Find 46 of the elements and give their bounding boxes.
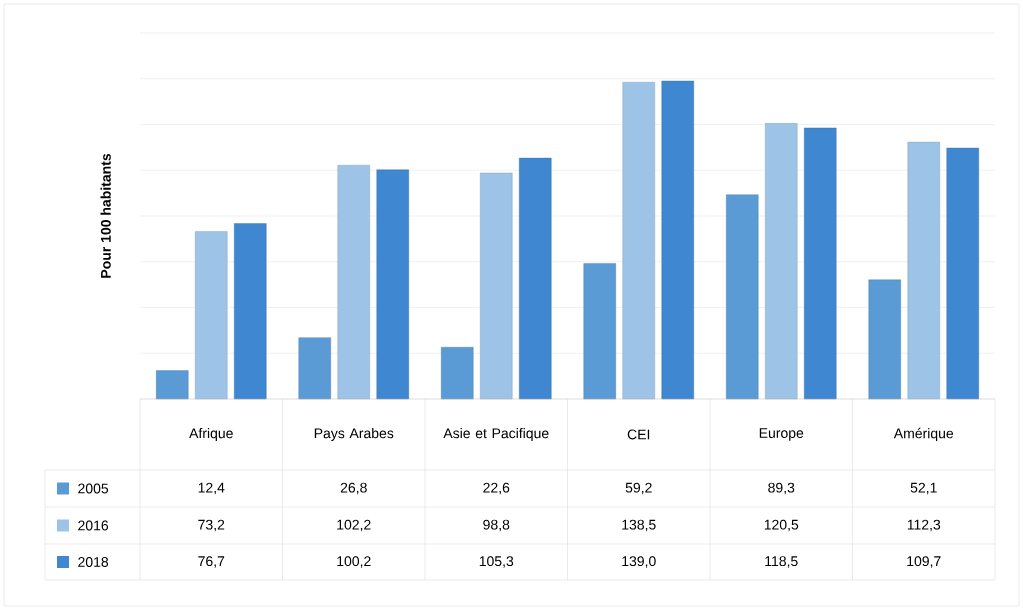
x-tick-label: Europe bbox=[759, 428, 804, 441]
data-label: 100,2 bbox=[337, 556, 371, 568]
data-label: 98,8 bbox=[483, 519, 510, 532]
x-tick-label: Pays Arabes bbox=[314, 427, 394, 442]
bar bbox=[234, 223, 267, 400]
data-label: 76,7 bbox=[198, 556, 225, 568]
bar bbox=[622, 81, 655, 400]
x-tick-label: Amérique bbox=[893, 427, 954, 442]
data-label: 73,2 bbox=[198, 519, 225, 532]
data-label: 139,0 bbox=[622, 556, 656, 568]
bar bbox=[661, 80, 694, 400]
bar bbox=[804, 127, 837, 400]
x-tick-label: Afrique bbox=[189, 427, 233, 442]
bar bbox=[907, 141, 940, 400]
bar bbox=[480, 172, 513, 400]
bar bbox=[765, 123, 798, 400]
bar bbox=[298, 337, 331, 400]
data-label: 105,3 bbox=[479, 556, 514, 568]
data-label: 102,2 bbox=[337, 519, 371, 532]
bar bbox=[519, 157, 552, 400]
x-tick-label: Asie et Pacifique bbox=[443, 427, 549, 442]
bar bbox=[946, 147, 979, 400]
bar bbox=[195, 231, 228, 400]
bar bbox=[156, 370, 189, 400]
y-axis-title: Pour 100 habitants bbox=[100, 153, 111, 278]
legend-label: 2005 bbox=[78, 483, 109, 494]
data-label: 138,5 bbox=[622, 519, 656, 532]
legend-label: 2016 bbox=[78, 520, 109, 531]
data-label: 109,7 bbox=[907, 556, 941, 568]
data-label: 52,1 bbox=[910, 482, 937, 495]
data-label: 59,2 bbox=[625, 482, 652, 495]
data-label: 112,3 bbox=[907, 519, 941, 532]
bar bbox=[376, 169, 409, 400]
bar bbox=[583, 263, 616, 400]
legend-label: 2018 bbox=[78, 557, 109, 567]
bar bbox=[868, 279, 901, 400]
bar bbox=[337, 165, 370, 400]
x-tick-label: CEI bbox=[627, 429, 650, 440]
data-label: 12,4 bbox=[198, 482, 225, 495]
data-label: 22,6 bbox=[483, 482, 510, 495]
data-label: 89,3 bbox=[768, 482, 795, 495]
bar bbox=[726, 194, 759, 400]
data-label: 120,5 bbox=[764, 519, 799, 532]
bar bbox=[441, 347, 474, 400]
data-label: 26,8 bbox=[340, 482, 367, 495]
data-label: 118,5 bbox=[765, 556, 798, 568]
